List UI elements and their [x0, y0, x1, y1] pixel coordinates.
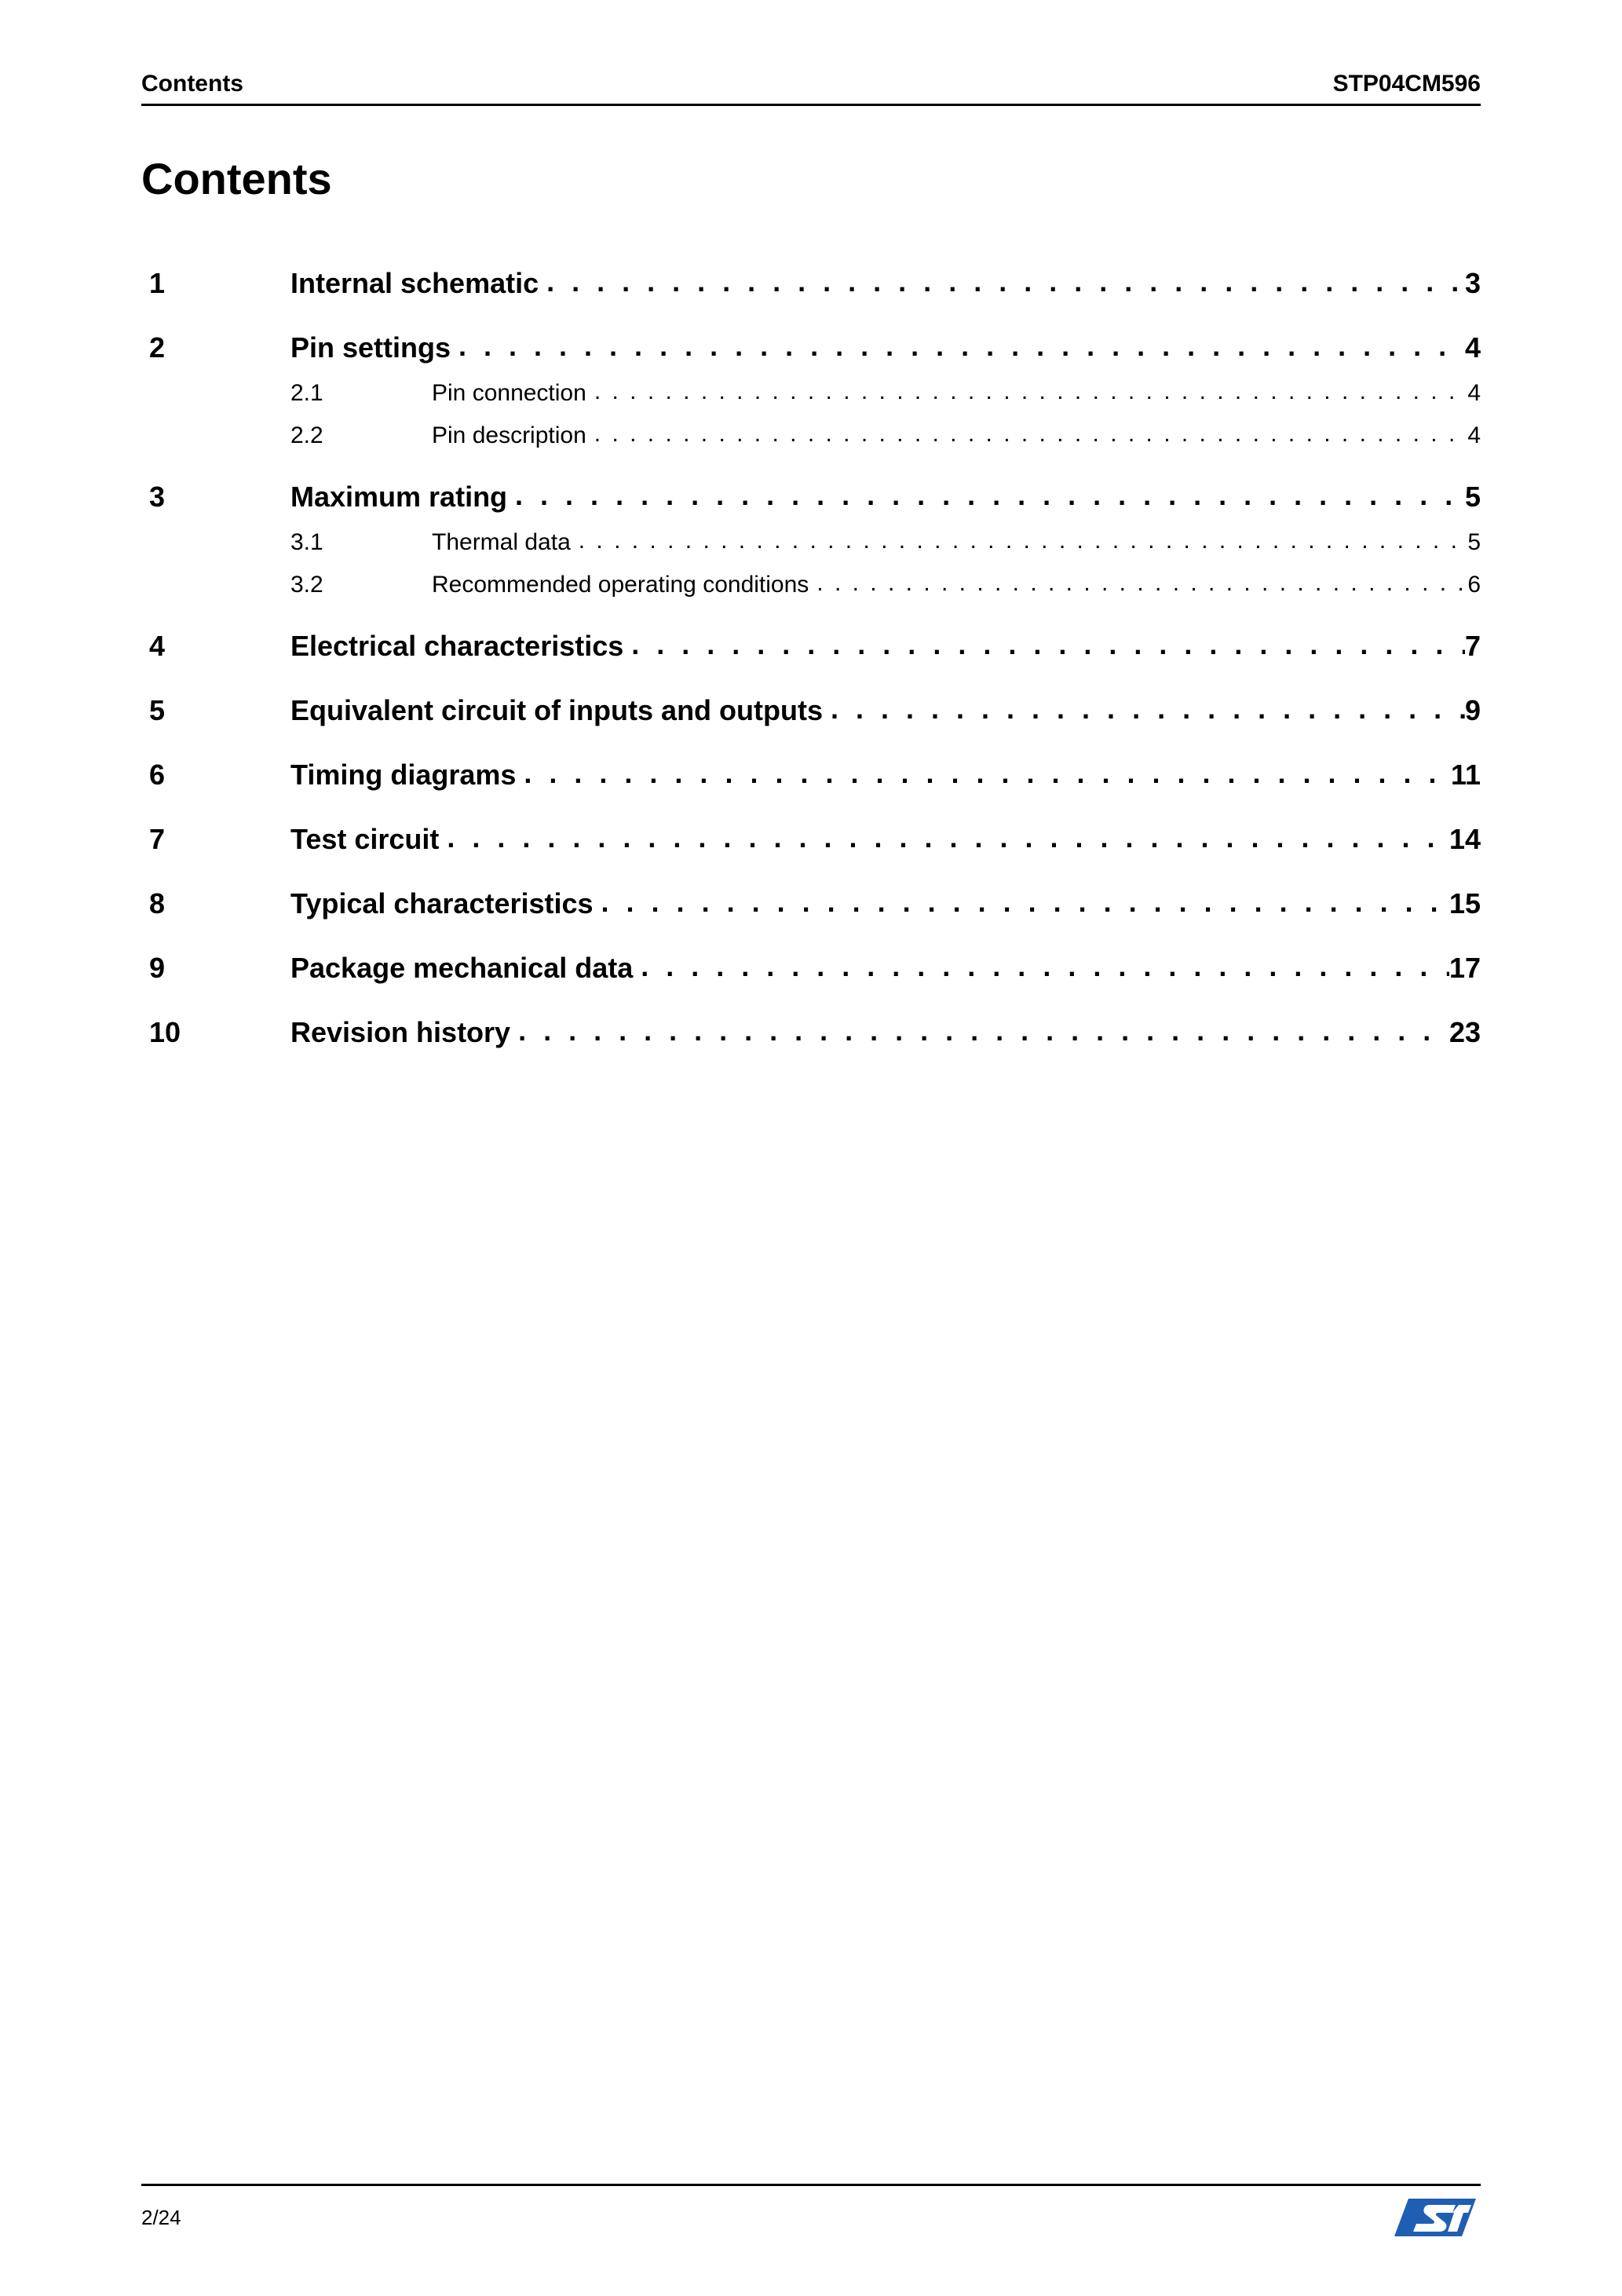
toc-entry: 9Package mechanical data . . . . . . . .…: [149, 952, 1481, 985]
toc-entry-title: Electrical characteristics: [290, 630, 623, 663]
st-logo-icon: [1394, 2194, 1481, 2241]
toc-entry-line: Pin description . . . . . . . . . . . . …: [432, 422, 1481, 449]
toc-entry-title: Pin description: [432, 422, 586, 449]
header-doc-id: STP04CM596: [1333, 71, 1481, 97]
toc-entry-title: Thermal data: [432, 529, 571, 556]
toc-leader-dots: . . . . . . . . . . . . . . . . . . . . …: [586, 378, 1468, 405]
toc-section-number: 6: [149, 759, 290, 792]
toc-page-number: 7: [1465, 630, 1481, 663]
toc-entry-title: Package mechanical data: [290, 952, 633, 985]
header-section-label: Contents: [141, 71, 243, 97]
toc-entry-title: Maximum rating: [290, 481, 507, 514]
toc-leader-dots: . . . . . . . . . . . . . . . . . . . . …: [539, 265, 1465, 298]
toc-page-number: 14: [1449, 823, 1481, 856]
toc-entry: 1Internal schematic . . . . . . . . . . …: [149, 267, 1481, 300]
toc-entry-line: Revision history . . . . . . . . . . . .…: [290, 1016, 1481, 1049]
toc-page-number: 6: [1467, 572, 1481, 598]
toc-entry: 7Test circuit . . . . . . . . . . . . . …: [149, 823, 1481, 856]
toc-section-number: 3: [149, 481, 290, 514]
toc-entry-title: Equivalent circuit of inputs and outputs: [290, 694, 823, 727]
toc-subsection-number: 3.1: [290, 529, 432, 556]
toc-entry-line: Timing diagrams . . . . . . . . . . . . …: [290, 759, 1481, 792]
toc-entry-line: Equivalent circuit of inputs and outputs…: [290, 694, 1481, 727]
toc-entry-title: Pin settings: [290, 331, 451, 364]
page-number: 2/24: [141, 2206, 181, 2230]
toc-entry-title: Recommended operating conditions: [432, 572, 809, 598]
toc-section-number: 10: [149, 1016, 290, 1049]
toc-leader-dots: . . . . . . . . . . . . . . . . . . . . …: [571, 528, 1468, 554]
toc-entry-line: Thermal data . . . . . . . . . . . . . .…: [432, 529, 1481, 556]
toc-page-number: 3: [1465, 267, 1481, 300]
toc-leader-dots: . . . . . . . . . . . . . . . . . . . . …: [633, 950, 1449, 983]
toc-section-number: 9: [149, 952, 290, 985]
toc-entry: 8Typical characteristics . . . . . . . .…: [149, 887, 1481, 920]
toc-leader-dots: . . . . . . . . . . . . . . . . . . . . …: [510, 1015, 1449, 1047]
toc-section-number: 4: [149, 630, 290, 663]
toc-page-number: 17: [1449, 952, 1481, 985]
toc-subsection-number: 3.2: [290, 572, 432, 598]
toc-entry: 10Revision history . . . . . . . . . . .…: [149, 1016, 1481, 1049]
toc-entry: 2.2Pin description . . . . . . . . . . .…: [149, 422, 1481, 449]
toc-section-number: 1: [149, 267, 290, 300]
toc-leader-dots: . . . . . . . . . . . . . . . . . . . . …: [594, 886, 1449, 919]
toc-entry-title: Revision history: [290, 1016, 510, 1049]
toc-page-number: 4: [1467, 422, 1481, 449]
toc-leader-dots: . . . . . . . . . . . . . . . . . . . . …: [507, 479, 1465, 512]
toc-entry: 6Timing diagrams . . . . . . . . . . . .…: [149, 759, 1481, 792]
toc-page-number: 4: [1465, 331, 1481, 364]
table-of-contents: 1Internal schematic . . . . . . . . . . …: [141, 267, 1481, 1049]
toc-entry-line: Internal schematic . . . . . . . . . . .…: [290, 267, 1481, 300]
toc-leader-dots: . . . . . . . . . . . . . . . . . . . . …: [623, 628, 1465, 661]
toc-entry: 3.2Recommended operating conditions . . …: [149, 572, 1481, 598]
toc-entry: 3Maximum rating . . . . . . . . . . . . …: [149, 481, 1481, 514]
toc-entry: 4Electrical characteristics . . . . . . …: [149, 630, 1481, 663]
toc-leader-dots: . . . . . . . . . . . . . . . . . . . . …: [516, 757, 1451, 790]
toc-entry-line: Pin connection . . . . . . . . . . . . .…: [432, 380, 1481, 407]
toc-entry-title: Pin connection: [432, 380, 586, 407]
page-title: Contents: [141, 153, 1481, 204]
toc-entry-title: Test circuit: [290, 823, 439, 856]
toc-leader-dots: . . . . . . . . . . . . . . . . . . . . …: [586, 421, 1468, 448]
toc-subsection-number: 2.1: [290, 380, 432, 407]
toc-leader-dots: . . . . . . . . . . . . . . . . . . . . …: [823, 693, 1465, 726]
toc-page-number: 5: [1467, 529, 1481, 556]
toc-leader-dots: . . . . . . . . . . . . . . . . . . . . …: [451, 330, 1465, 363]
toc-entry-line: Electrical characteristics . . . . . . .…: [290, 630, 1481, 663]
toc-entry-line: Typical characteristics . . . . . . . . …: [290, 887, 1481, 920]
toc-page-number: 9: [1465, 694, 1481, 727]
toc-page-number: 11: [1451, 759, 1481, 792]
toc-page-number: 4: [1467, 380, 1481, 407]
toc-section-number: 5: [149, 694, 290, 727]
toc-leader-dots: . . . . . . . . . . . . . . . . . . . . …: [439, 821, 1449, 854]
toc-entry-line: Recommended operating conditions . . . .…: [432, 572, 1481, 598]
toc-entry: 5Equivalent circuit of inputs and output…: [149, 694, 1481, 727]
toc-entry: 3.1Thermal data . . . . . . . . . . . . …: [149, 529, 1481, 556]
toc-entry: 2Pin settings . . . . . . . . . . . . . …: [149, 331, 1481, 364]
toc-entry: 2.1Pin connection . . . . . . . . . . . …: [149, 380, 1481, 407]
page-footer: 2/24: [141, 2184, 1481, 2241]
toc-entry-line: Package mechanical data . . . . . . . . …: [290, 952, 1481, 985]
toc-entry-line: Test circuit . . . . . . . . . . . . . .…: [290, 823, 1481, 856]
toc-page-number: 5: [1465, 481, 1481, 514]
toc-section-number: 8: [149, 887, 290, 920]
toc-section-number: 2: [149, 331, 290, 364]
toc-section-number: 7: [149, 823, 290, 856]
toc-entry-title: Timing diagrams: [290, 759, 516, 792]
toc-entry-title: Typical characteristics: [290, 887, 594, 920]
toc-page-number: 23: [1449, 1016, 1481, 1049]
page-header: Contents STP04CM596: [141, 71, 1481, 106]
toc-entry-line: Pin settings . . . . . . . . . . . . . .…: [290, 331, 1481, 364]
toc-leader-dots: . . . . . . . . . . . . . . . . . . . . …: [809, 570, 1467, 597]
toc-entry-title: Internal schematic: [290, 267, 539, 300]
toc-subsection-number: 2.2: [290, 422, 432, 449]
toc-page-number: 15: [1449, 887, 1481, 920]
toc-entry-line: Maximum rating . . . . . . . . . . . . .…: [290, 481, 1481, 514]
